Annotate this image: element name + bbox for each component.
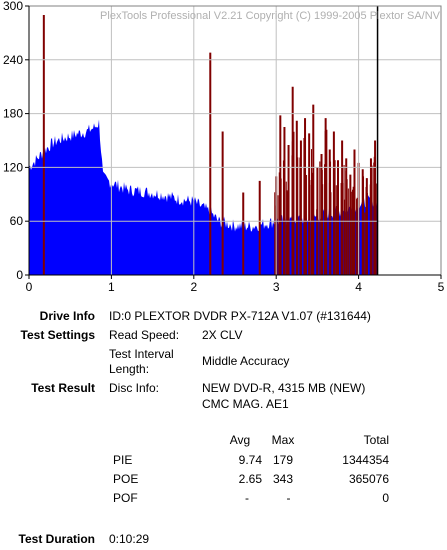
- y-tick-label: 300: [3, 0, 23, 13]
- disc-info-label: Disc Info:: [109, 381, 160, 395]
- chart-svg: 0 60 120 180 240 300 0 1 2 3 4 5 PlexTools Professio…: [3, 0, 445, 294]
- interval-label-line1: Test Interval: [109, 347, 174, 361]
- test-result-label: Test Result: [31, 381, 95, 395]
- x-tick-label: 5: [438, 280, 445, 294]
- interval-label-line2: Length:: [109, 362, 150, 376]
- y-tick-label: 0: [16, 268, 23, 282]
- row-avg: -: [245, 491, 249, 505]
- row-avg: 9.74: [238, 453, 262, 467]
- row-name: POE: [113, 472, 139, 486]
- read-speed-value: 2X CLV: [202, 328, 243, 342]
- row-total: 0: [382, 491, 389, 505]
- y-tick-label: 120: [3, 160, 23, 174]
- pie-series: [29, 119, 378, 275]
- row-name: PIE: [113, 453, 133, 467]
- y-tick-label: 180: [3, 107, 23, 121]
- test-settings-label: Test Settings: [20, 328, 95, 342]
- row-max: 179: [272, 453, 294, 467]
- x-tick-label: 0: [26, 280, 33, 294]
- header-max: Max: [271, 433, 295, 447]
- row-max: 343: [272, 472, 294, 486]
- row-avg: 2.65: [238, 472, 262, 486]
- row-max: -: [286, 491, 291, 505]
- header-total: Total: [363, 433, 389, 447]
- header-avg: Avg: [229, 433, 251, 447]
- x-tick-label: 4: [355, 280, 362, 294]
- x-tick-label: 2: [190, 280, 197, 294]
- disc-info-line2: CMC MAG. AE1: [202, 397, 289, 411]
- y-tick-label: 60: [10, 214, 24, 228]
- row-total: 1344354: [342, 453, 389, 467]
- drive-info-value: ID:0 PLEXTOR DVDR PX-712A V1.07 (#131644…: [109, 309, 371, 323]
- drive-info-label: Drive Info: [39, 309, 95, 323]
- row-total: 365076: [348, 472, 389, 486]
- x-tick-label: 1: [108, 280, 115, 294]
- read-speed-label: Read Speed:: [109, 328, 180, 342]
- y-tick-label: 240: [3, 53, 23, 67]
- interval-value: Middle Accuracy: [202, 354, 290, 368]
- error-chart: 0 60 120 180 240 300 0 1 2 3 4 5 PlexTools Professio…: [3, 0, 445, 294]
- x-tick-label: 3: [273, 280, 280, 294]
- test-duration-label: Test Duration: [18, 532, 95, 546]
- test-duration-value: 0:10:29: [109, 532, 150, 546]
- disc-info-line1: NEW DVD-R, 4315 MB (NEW): [202, 381, 366, 395]
- chart-title: PlexTools Professional V2.21 Copyright (…: [100, 10, 441, 22]
- row-name: POF: [113, 491, 138, 505]
